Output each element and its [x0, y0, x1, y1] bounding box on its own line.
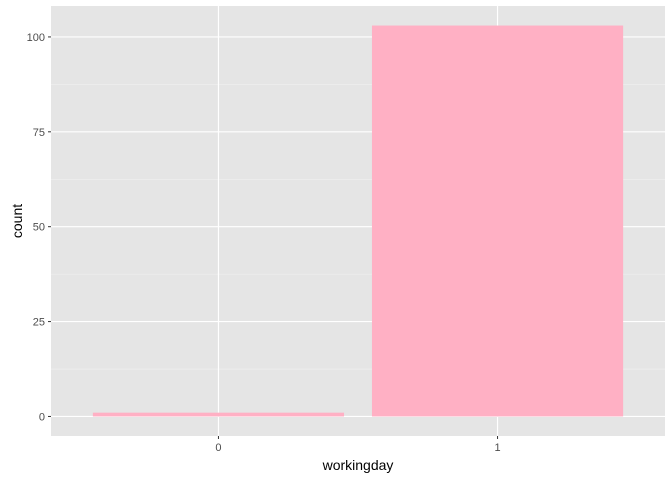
y-tick-label: 50 — [33, 222, 45, 234]
y-tick-label: 100 — [27, 32, 45, 44]
y-tick-label: 25 — [33, 317, 45, 329]
y-axis-title: count — [9, 204, 25, 238]
x-tick-label: 1 — [494, 442, 500, 454]
bars — [92, 25, 624, 417]
y-tick-label: 75 — [33, 127, 45, 139]
x-tick-label: 0 — [215, 442, 221, 454]
bar-0 — [92, 412, 345, 417]
x-axis-title: workingday — [322, 457, 394, 473]
y-tick-label: 0 — [39, 411, 45, 423]
y-axis: 0 25 50 75 100 — [27, 32, 51, 423]
bar-1 — [371, 25, 624, 417]
